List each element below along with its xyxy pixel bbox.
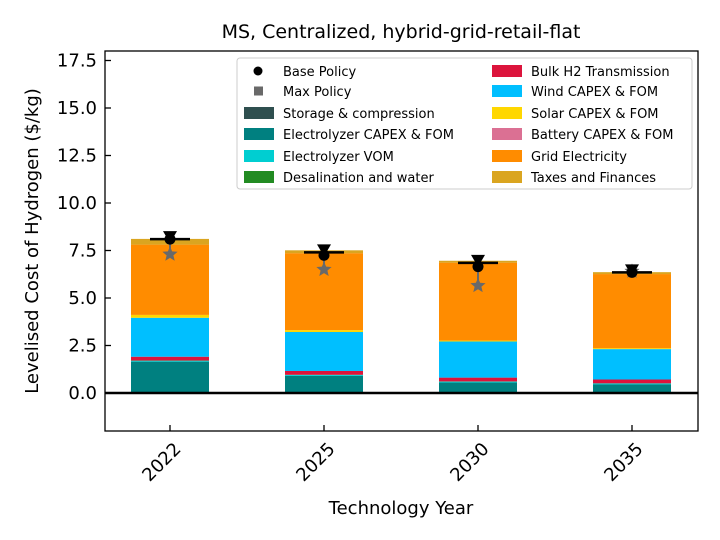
y-axis-label: Levelised Cost of Hydrogen ($/kg) <box>22 88 43 394</box>
legend-label: Electrolyzer VOM <box>283 150 394 165</box>
bar-segment <box>439 341 517 378</box>
bar-segment <box>131 360 209 362</box>
legend-swatch <box>492 107 522 119</box>
x-tick-label: 2035 <box>600 439 647 486</box>
base-policy-marker <box>164 233 176 245</box>
legend-swatch <box>244 171 274 183</box>
y-tick-label: 5.0 <box>68 288 97 309</box>
chart-title: MS, Centralized, hybrid-grid-retail-flat <box>222 21 581 43</box>
legend-swatch <box>492 85 522 97</box>
bar-segment <box>285 332 363 371</box>
legend-label: Storage & compression <box>283 107 435 122</box>
legend-label: Max Policy <box>283 85 352 100</box>
legend-frame <box>236 57 693 190</box>
x-axis: 2022 2025 2030 2035 <box>138 425 648 486</box>
y-tick-label: 10.0 <box>57 193 97 214</box>
max-policy-marker <box>316 261 332 276</box>
legend-label: Grid Electricity <box>531 150 627 165</box>
y-tick-label: 0.0 <box>68 383 97 404</box>
bar-segment <box>439 377 517 382</box>
legend-swatch <box>244 150 274 162</box>
bar-segment <box>593 383 671 385</box>
bar-segment <box>285 370 363 375</box>
bar-segment <box>593 384 671 393</box>
legend: Base Policy Max Policy Storage & compressi… <box>236 57 693 190</box>
legend-label: Solar CAPEX & FOM <box>531 107 659 122</box>
legend-swatch <box>244 128 274 140</box>
bar-segment <box>439 340 517 342</box>
legend-label: Desalination and water <box>283 171 434 186</box>
x-tick-label: 2030 <box>446 439 493 486</box>
legend-swatch <box>254 86 263 96</box>
markers-layer <box>150 231 652 293</box>
max-policy-marker <box>162 246 178 261</box>
y-tick-label: 7.5 <box>68 241 97 262</box>
base-policy-triangle <box>471 254 485 267</box>
bar-segment <box>439 382 517 393</box>
legend-label: Bulk H2 Transmission <box>531 65 670 80</box>
base-policy-marker <box>318 249 330 261</box>
legend-swatch <box>253 66 263 76</box>
bar-segment <box>285 330 363 333</box>
legend-label: Taxes and Finances <box>530 171 656 186</box>
max-policy-marker <box>470 277 486 293</box>
bars-layer <box>131 238 671 393</box>
x-tick-label: 2022 <box>138 439 185 486</box>
x-axis-label: Technology Year <box>328 498 474 519</box>
y-tick-label: 15.0 <box>57 98 97 119</box>
legend-label: Electrolyzer CAPEX & FOM <box>283 128 454 143</box>
y-axis: 0.0 2.5 5.0 7.5 10.0 12.5 15.0 17.5 <box>57 51 111 404</box>
y-tick-label: 12.5 <box>57 146 97 167</box>
legend-label: Wind CAPEX & FOM <box>531 85 658 100</box>
bar-segment <box>593 379 671 384</box>
legend-swatch <box>492 171 522 183</box>
bar-segment <box>285 374 363 376</box>
x-tick-label: 2025 <box>292 439 339 486</box>
bar-segment <box>131 361 209 393</box>
bar-segment <box>593 349 671 380</box>
bar-segment <box>593 274 671 349</box>
legend-swatch <box>492 65 522 77</box>
legend-swatch <box>492 128 522 140</box>
legend-swatch <box>492 150 522 162</box>
bar-segment <box>131 314 209 318</box>
bar-segment <box>285 375 363 393</box>
legend-swatch <box>244 107 274 119</box>
legend-label: Battery CAPEX & FOM <box>531 128 674 143</box>
y-tick-label: 17.5 <box>57 51 97 72</box>
bar-segment <box>131 317 209 357</box>
bar-segment <box>439 381 517 383</box>
plot-frame <box>104 50 699 432</box>
bar-segment <box>593 348 671 350</box>
legend-label: Base Policy <box>283 65 356 80</box>
base-policy-marker <box>626 266 638 278</box>
bar-segment <box>131 356 209 361</box>
y-tick-label: 2.5 <box>68 336 97 357</box>
base-policy-marker <box>472 261 484 273</box>
